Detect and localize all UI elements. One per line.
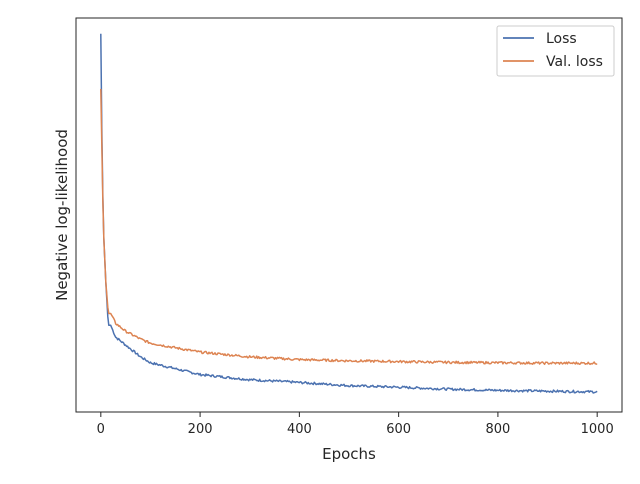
plot-lines [100,33,598,394]
x-tick-label: 1000 [581,422,614,437]
legend: Loss Val. loss [496,25,615,77]
x-tick-label: 400 [287,422,312,437]
x-tick-label: 600 [386,422,411,437]
x-axis: 0 200 400 600 800 1000 [97,412,614,437]
series-line-val-loss [100,88,598,366]
x-tick-label: 200 [188,422,213,437]
x-axis-label: Epochs [322,445,376,463]
legend-label-loss: Loss [546,31,577,47]
plot-frame [75,17,623,413]
x-tick-label: 0 [97,422,105,437]
y-axis-label: Negative log-likelihood [53,129,71,301]
legend-label-val-loss: Val. loss [546,54,603,70]
series-line-loss [100,33,598,394]
x-tick-label: 800 [485,422,510,437]
